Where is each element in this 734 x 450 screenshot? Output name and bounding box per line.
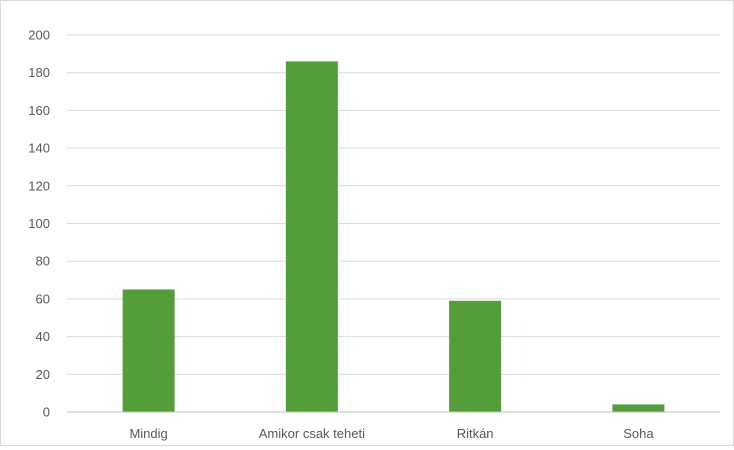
bar-soha [612,404,665,412]
x-tick-label: Soha [623,426,654,441]
bar-mindig [122,289,175,412]
x-axis-labels: Mindig Amikor csak teheti Ritkán Soha [129,426,654,441]
y-tick-label: 120 [28,178,50,193]
y-axis-ticks: 0 20 40 60 80 100 120 140 160 180 200 [28,28,50,420]
x-tick-label: Ritkán [457,426,494,441]
y-tick-label: 40 [36,329,50,344]
bar-ritkán [449,300,502,412]
bar-amikor-csak-teheti [285,61,338,412]
y-tick-label: 0 [43,405,50,420]
y-tick-label: 200 [28,28,50,43]
y-tick-label: 20 [36,367,50,382]
y-tick-label: 60 [36,291,50,306]
y-tick-label: 80 [36,254,50,269]
y-tick-label: 100 [28,216,50,231]
bars [122,61,665,412]
gridlines [67,34,720,375]
y-tick-label: 160 [28,103,50,118]
y-tick-label: 140 [28,141,50,156]
x-tick-label: Mindig [129,426,167,441]
y-tick-label: 180 [28,65,50,80]
x-tick-label: Amikor csak teheti [259,426,365,441]
